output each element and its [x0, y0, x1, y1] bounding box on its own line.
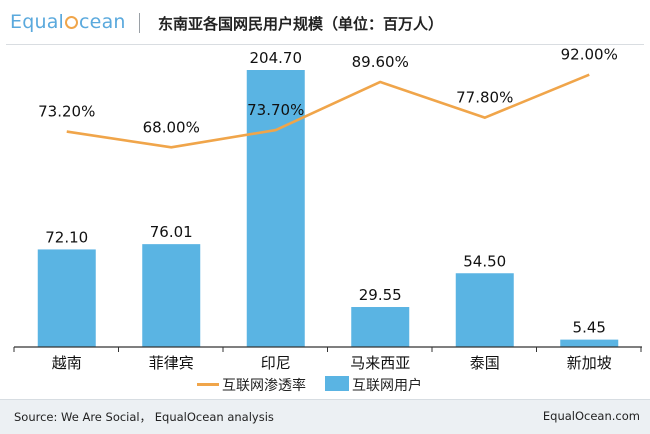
line-value-label-1: 68.00% — [143, 118, 200, 136]
bar-value-label-2: 204.70 — [250, 49, 303, 67]
bar-value-label-5: 5.45 — [573, 319, 606, 337]
x-tick-label-3: 马来西亚 — [350, 354, 410, 372]
bar-0 — [38, 249, 96, 347]
bar-5 — [560, 340, 618, 347]
line-value-label-4: 77.80% — [456, 89, 513, 107]
bar-1 — [142, 244, 200, 347]
chart: 72.10 76.01 204.70 29.55 54.50 5.45 73.20% 68.0… — [0, 45, 650, 373]
header: Equal cean 东南亚各国网民用户规模（单位：百万人） — [0, 0, 650, 44]
header-divider — [139, 13, 140, 33]
site-link[interactable]: EqualOcean.com — [543, 409, 640, 423]
chart-title: 东南亚各国网民用户规模（单位：百万人） — [158, 13, 443, 34]
logo-prefix: Equal — [10, 11, 64, 33]
penetration-line — [67, 75, 590, 148]
source-note: Source: We Are Social， EqualOcean analys… — [14, 409, 274, 425]
bar-3 — [351, 307, 409, 347]
bar-value-label-0: 72.10 — [45, 228, 88, 246]
bar-value-label-3: 29.55 — [359, 286, 402, 304]
equalocean-logo: Equal cean — [10, 11, 126, 33]
line-value-label-2: 73.70% — [247, 101, 304, 119]
legend: 互联网渗透率 互联网用户 — [0, 374, 650, 394]
line-value-label-5: 92.00% — [561, 46, 618, 64]
x-tick-label-2: 印尼 — [261, 354, 291, 372]
bar-value-label-1: 76.01 — [150, 223, 193, 241]
line-value-label-3: 89.60% — [352, 53, 409, 71]
legend-bar-swatch — [325, 376, 349, 391]
logo-suffix: cean — [79, 11, 126, 33]
footer: Source: We Are Social， EqualOcean analys… — [0, 399, 650, 434]
x-tick-label-5: 新加坡 — [567, 354, 612, 372]
x-tick-label-1: 菲律宾 — [149, 354, 194, 372]
legend-line-swatch — [197, 383, 219, 386]
logo-o-icon — [65, 16, 78, 29]
bar-value-label-4: 54.50 — [463, 252, 506, 270]
bar-4 — [456, 273, 514, 347]
x-tick-label-4: 泰国 — [470, 354, 500, 372]
legend-bar-label: 互联网用户 — [352, 375, 422, 395]
x-tick-label-0: 越南 — [52, 354, 82, 372]
legend-line-label: 互联网渗透率 — [222, 375, 306, 395]
line-value-label-0: 73.20% — [38, 103, 95, 121]
